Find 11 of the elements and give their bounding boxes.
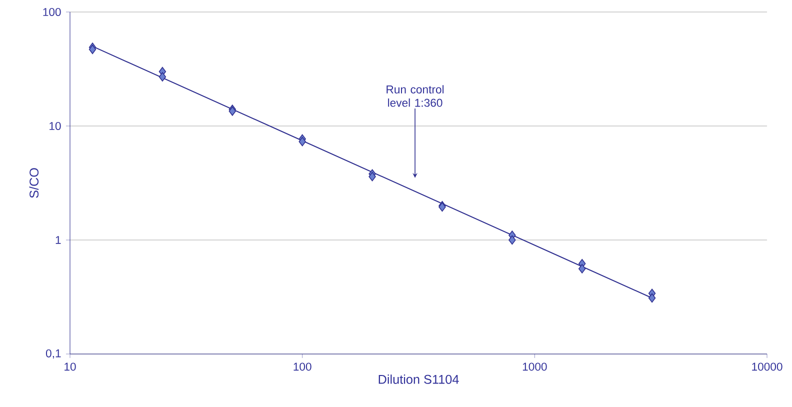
x-axis-title: Dilution S1104 (378, 374, 459, 384)
x-tick-label: 1000 (522, 362, 547, 371)
y-axis-title: S/CO (29, 168, 39, 198)
y-tick-label: 0,1 (46, 349, 61, 359)
annotation: Run control level 1:360 (386, 85, 444, 107)
x-tick-label: 10000 (752, 362, 782, 371)
y-tick-label: 10 (50, 122, 61, 130)
y-tick-label: 1 (56, 236, 61, 244)
y-tick-label: 100 (43, 8, 61, 16)
x-tick-label: 100 (294, 362, 312, 371)
x-tick-label: 10 (64, 362, 76, 371)
